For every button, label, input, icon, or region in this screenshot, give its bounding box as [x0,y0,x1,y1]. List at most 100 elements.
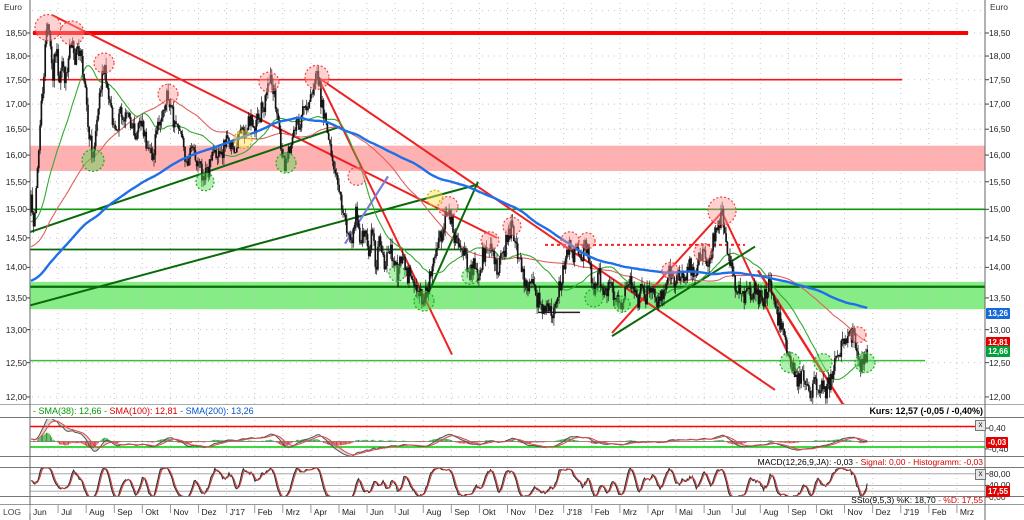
current-quote-label: Kurs: 12,57 (-0,05 / -0,40%) [869,406,983,416]
price-axis-label-right: 13,00 [989,324,1011,335]
axis-badge-sto: 17,55 [986,486,1011,498]
buy-signal-circle [388,264,406,282]
x-axis-month-label: Sep [454,507,470,517]
x-axis-month-label: Sep [791,507,807,517]
price-axis-label-left: 17,00 [5,99,27,110]
x-axis-month-label: Mai [679,507,693,517]
price-axis-label-left: 14,00 [5,262,27,273]
price-axis-label-right: 18,50 [989,28,1011,38]
price-axis-label-left: 14,50 [5,232,27,243]
buy-signal-circle [613,295,631,313]
sto-axis-label: 40,00 [989,480,1011,491]
sma38-line [30,65,868,380]
x-axis-month-label: Jul [61,507,72,517]
x-axis-month-label: Jul [398,507,410,517]
x-axis-month-label: Jul [735,507,747,517]
indicator-legend: - SMA(38): 12,66 - SMA(100): 12,81 - SMA… [33,406,254,416]
price-axis-label-left: 16,50 [5,124,27,135]
buy-signal-circle [779,352,801,374]
macd-histogram-label: Histogramm: -0,03 [913,457,983,467]
x-axis-month-label: Dez [201,507,217,517]
price-axis-label-right: 14,50 [989,232,1011,243]
sell-signal-circle [693,242,713,263]
sma100-line [30,98,868,343]
x-axis-month-label: Apr [650,507,665,517]
sto-d-label: %D: 17,55 [943,495,983,505]
sell-signal-circle [480,231,500,251]
x-axis-month-label: J'17 [229,507,245,517]
trendline [51,14,498,239]
price-axis-label-right: 18,00 [989,51,1011,62]
axis-badge-sma38: 12,66 [986,346,1011,358]
sell-signal-circle [93,52,115,74]
trendline [30,125,341,234]
price-axis-label-right: 16,00 [989,150,1011,161]
sell-signal-circle [849,326,867,344]
buy-signal-circle [854,352,876,374]
x-axis-month-label: Sep [117,507,133,517]
macd-axis-label: 0,40 [989,423,1006,434]
macd-panel[interactable] [30,417,985,457]
x-axis-month-label: Feb [257,507,273,517]
x-axis-month-label: Nov [847,507,863,517]
main-chart-area[interactable] [30,3,985,408]
axis-badge-macd: -0,03 [986,436,1009,448]
sell-signal-circle [661,261,679,279]
x-axis-month-label: Mrz [959,507,975,517]
sell-signal-circle [560,231,580,251]
stochastic-panel-close-button[interactable]: x [975,469,986,480]
macd-signal-line [31,420,868,456]
macd-legend: MACD(12,26,9,JA): -0,03 - Signal: 0,00 -… [757,457,983,467]
price-axis-label-left: 13,00 [5,324,27,335]
price-axis-label-right: 15,00 [989,204,1011,215]
stochastic-panel[interactable] [30,468,985,497]
macd-panel-close-button[interactable]: x [975,420,986,431]
x-axis-month-label: Feb [931,507,947,517]
sell-signal-circle [347,166,367,186]
y-axis-title-left: Euro [4,2,22,12]
x-axis-month-label: Aug [763,507,779,517]
buy-signal-circle [461,267,479,285]
buy-signal-circle [81,148,105,172]
trendline [344,175,389,245]
x-axis-month-label: Jun [707,507,721,517]
axis-badge-sma100: 12,81 [986,336,1011,348]
macd-axis-label: -0,40 [989,443,1009,454]
x-axis-month-label: Dez [538,507,554,517]
price-axis-label-left: 16,00 [5,150,27,161]
price-axis-label-right: 16,50 [989,124,1011,135]
macd-line [30,419,868,457]
x-axis-month-label: Nov [173,507,189,517]
sma38-marker: - [33,406,39,416]
x-axis-month-label: Jun [33,507,47,517]
price-axis-label-right: 13,50 [989,292,1011,303]
x-axis-month-label: Okt [482,507,496,517]
price-axis-label-right: 17,50 [989,74,1011,85]
candlestick-series [30,24,869,399]
sell-signal-circle [437,195,459,218]
sma200-legend-label: SMA(200): 13,26 [185,406,254,416]
sto-k-label: SSto(9,5,3) %K: 18,70 [851,495,936,505]
price-axis-label-right: 12,50 [989,357,1011,368]
macd-signal-label: Signal: 0,00 [860,457,906,467]
x-axis-month-label: Mrz [285,507,300,517]
buy-signal-circle [275,152,297,174]
x-axis-month-label: Dez [875,507,891,517]
neutral-signal-circle [426,189,444,207]
sto-axis-label: 80,00 [989,468,1011,479]
buy-signal-circle [813,353,833,373]
x-axis-month-label: Aug [426,507,442,517]
sell-signal-circle [502,216,522,236]
x-axis-month-label: J'19 [903,507,920,517]
x-axis-month-label: Okt [145,507,159,517]
sell-signal-circle [157,83,179,105]
price-axis-label-left: 18,00 [5,51,27,62]
price-axis-label-left: 12,50 [5,357,27,368]
price-axis-label-left: 15,50 [5,176,27,187]
buy-signal-circle [195,172,215,192]
x-axis-month-label: Mrz [622,507,638,517]
x-axis-month-label: Jun [370,507,384,517]
sto-d-line [30,468,868,497]
